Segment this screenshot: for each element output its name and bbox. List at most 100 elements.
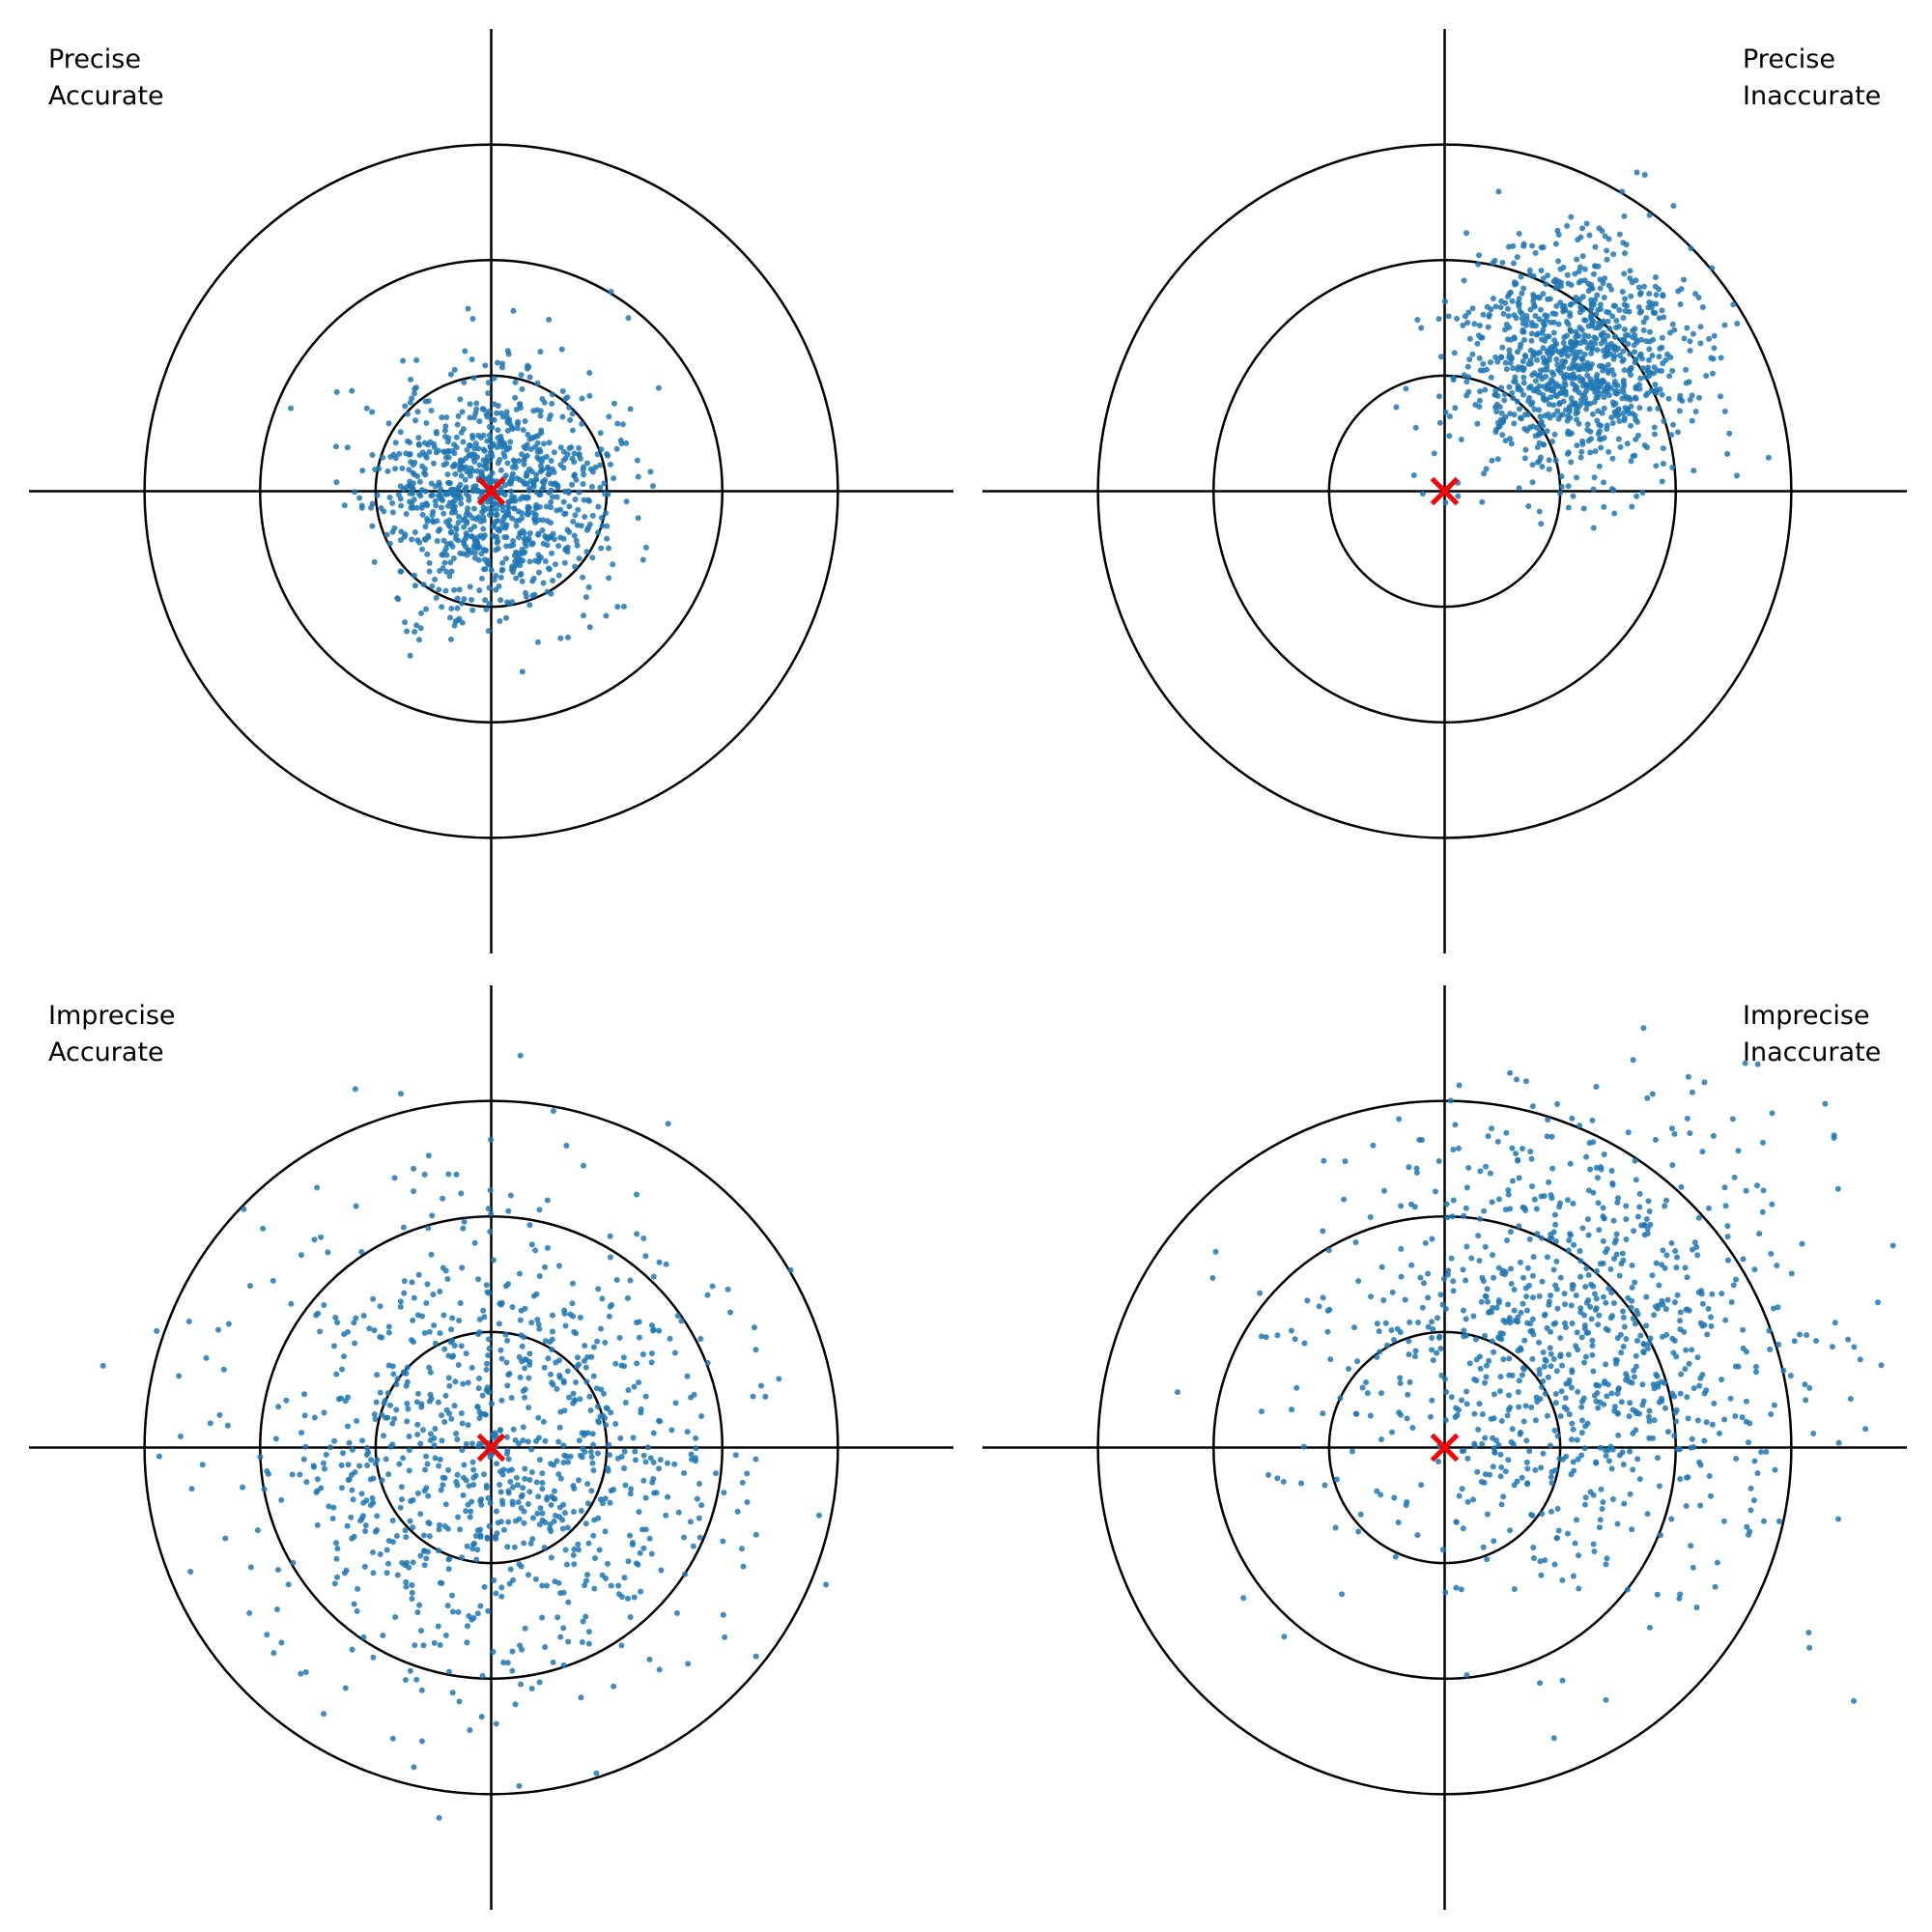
shot-point [1545,272,1551,279]
shot-point [724,1286,731,1293]
shot-point [595,529,602,536]
shot-point [1530,1555,1537,1562]
shot-point [1609,1179,1616,1186]
shot-point [1716,1430,1722,1436]
shot-point [1578,448,1585,455]
shot-point [544,588,551,595]
shot-point [597,462,604,469]
shot-point [564,526,571,533]
shot-point [549,1312,555,1319]
shot-point [1556,1204,1563,1210]
shot-point [415,491,422,497]
shot-point [425,1152,432,1159]
shot-point [1546,466,1552,472]
shot-point [1660,445,1666,452]
shot-point [1460,1307,1466,1314]
shot-point [579,420,585,427]
shot-point [1388,1429,1395,1435]
shot-point [732,1452,739,1459]
shot-point [498,443,505,450]
shot-point [440,1264,446,1271]
shot-point [604,1560,611,1567]
shot-point [1471,1410,1478,1417]
shot-point [437,1579,443,1586]
shot-point [1548,387,1555,394]
shot-point [1466,335,1473,342]
shot-point [386,494,393,500]
shot-point [458,500,465,507]
shot-point [1520,1146,1526,1152]
shot-point [397,568,404,575]
shot-point [437,1288,443,1294]
shot-point [363,1497,370,1504]
shot-point [1606,325,1613,331]
shot-point [409,536,415,543]
shot-point [1601,405,1607,412]
shot-point [502,1283,509,1290]
shot-point [370,1475,377,1482]
shot-point [488,1210,495,1217]
shot-point [1622,332,1629,339]
shot-point [485,557,492,564]
shot-point [566,1394,573,1401]
shot-point [1560,339,1567,346]
shot-point [610,561,616,568]
shot-point [1788,1270,1795,1277]
shot-point [1502,438,1509,444]
shot-point [1688,1543,1694,1549]
shot-point [524,452,530,459]
shot-point [603,612,610,619]
shot-point [1602,233,1608,240]
shot-point [1608,1168,1615,1175]
shot-point [623,440,630,446]
shot-point [410,1317,416,1323]
shot-point [673,1609,680,1616]
shot-point [1567,327,1574,333]
shot-point [585,583,592,590]
shot-point [436,1463,442,1469]
shot-point [1487,1471,1493,1478]
shot-point [1630,327,1636,334]
shot-point [1623,1377,1630,1383]
shot-point [1834,1185,1841,1192]
shot-point [1658,1395,1664,1402]
shot-point [527,1540,534,1547]
shot-point [454,493,461,499]
shot-point [1504,305,1511,312]
shot-point [412,629,418,636]
shot-point [349,387,355,394]
shot-point [1538,1572,1545,1578]
shot-point [1516,1223,1522,1230]
shot-point [1550,402,1557,409]
shot-point [1834,1516,1841,1522]
shot-point [625,1558,632,1565]
shot-point [667,1335,673,1342]
shot-point [1324,1307,1331,1314]
shot-point [1526,1448,1533,1455]
shot-point [1507,1206,1514,1212]
shot-point [443,519,450,526]
shot-point [402,619,409,626]
shot-point [1472,1336,1479,1343]
shot-point [1509,1145,1516,1151]
shot-point [374,1457,381,1463]
shot-point [1659,307,1665,314]
shot-point [371,1411,378,1418]
shot-point [1529,462,1536,469]
shot-point [1407,1201,1414,1208]
shot-point [451,366,458,373]
shot-point [1465,309,1472,316]
shot-point [1437,1346,1444,1352]
shot-point [1460,322,1466,328]
shot-point [1515,1348,1521,1354]
shot-point [1660,293,1666,299]
shot-point [1677,1475,1684,1482]
shot-point [1674,429,1681,436]
shot-point [1577,1122,1583,1129]
shot-point [1536,1371,1543,1378]
shot-point [569,1280,576,1287]
shot-point [241,1206,247,1212]
shot-point [424,502,431,509]
shot-point [574,1363,581,1370]
